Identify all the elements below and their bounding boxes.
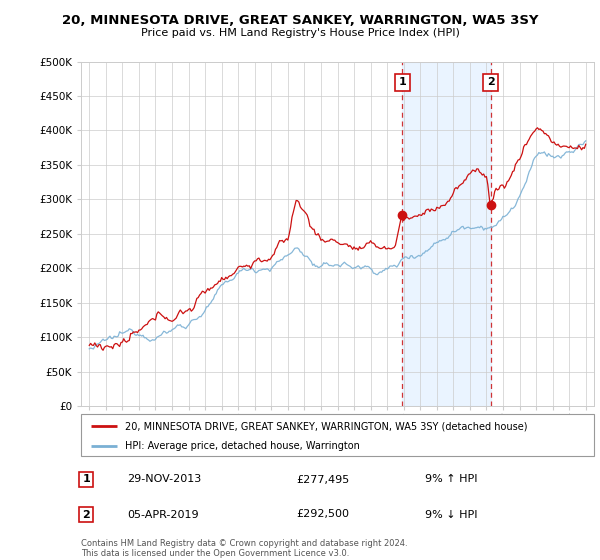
Text: Contains HM Land Registry data © Crown copyright and database right 2024.
This d: Contains HM Land Registry data © Crown c… (81, 539, 407, 558)
Text: HPI: Average price, detached house, Warrington: HPI: Average price, detached house, Warr… (125, 441, 359, 451)
Text: £292,500: £292,500 (296, 510, 349, 520)
Text: 1: 1 (82, 474, 90, 484)
Text: 20, MINNESOTA DRIVE, GREAT SANKEY, WARRINGTON, WA5 3SY: 20, MINNESOTA DRIVE, GREAT SANKEY, WARRI… (62, 14, 538, 27)
Text: 2: 2 (82, 510, 90, 520)
Text: 9% ↑ HPI: 9% ↑ HPI (425, 474, 477, 484)
Text: 20, MINNESOTA DRIVE, GREAT SANKEY, WARRINGTON, WA5 3SY (detached house): 20, MINNESOTA DRIVE, GREAT SANKEY, WARRI… (125, 421, 527, 431)
Text: 2: 2 (487, 77, 494, 87)
FancyBboxPatch shape (81, 414, 594, 456)
Text: £277,495: £277,495 (296, 474, 350, 484)
Text: 29-NOV-2013: 29-NOV-2013 (127, 474, 202, 484)
Bar (403, 62, 491, 406)
Text: 9% ↓ HPI: 9% ↓ HPI (425, 510, 477, 520)
Text: Price paid vs. HM Land Registry's House Price Index (HPI): Price paid vs. HM Land Registry's House … (140, 28, 460, 38)
Text: 05-APR-2019: 05-APR-2019 (127, 510, 199, 520)
Text: 1: 1 (398, 77, 406, 87)
